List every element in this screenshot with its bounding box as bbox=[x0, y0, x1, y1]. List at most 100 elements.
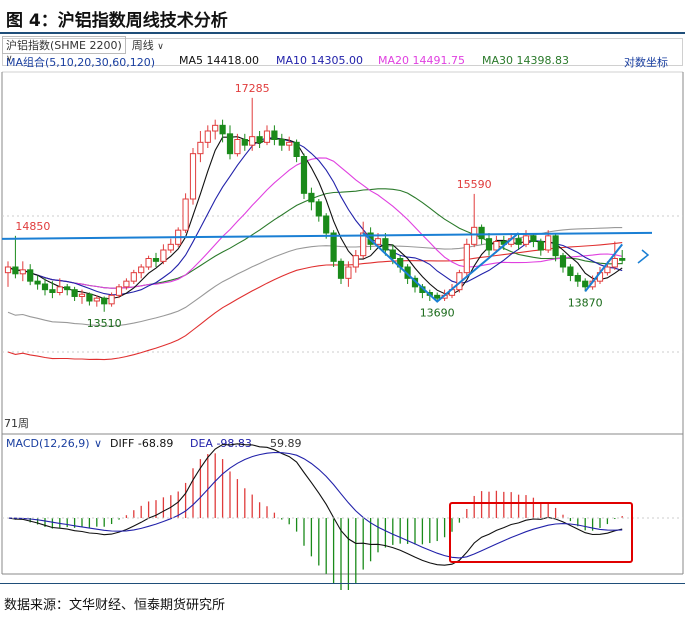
candle-body bbox=[323, 215, 330, 234]
candle-body bbox=[559, 255, 567, 268]
candle-body bbox=[315, 201, 322, 217]
ma30-value: MA30 14398.83 bbox=[482, 54, 569, 67]
candle-body bbox=[167, 243, 174, 251]
instrument-selector[interactable]: 沪铝指数(SHME 2200) bbox=[2, 36, 126, 54]
candle-body bbox=[530, 235, 537, 242]
candle-body bbox=[226, 133, 234, 155]
candle-body bbox=[78, 293, 86, 297]
candle-body bbox=[115, 286, 123, 296]
candle-body bbox=[567, 266, 574, 276]
candle-body bbox=[263, 130, 271, 143]
candle-body bbox=[574, 275, 581, 282]
macd-diff-line bbox=[7, 443, 623, 566]
macd-dea-line bbox=[7, 451, 623, 559]
source-rule bbox=[0, 583, 685, 584]
w-trend-line bbox=[584, 243, 623, 292]
ma5-line bbox=[7, 136, 623, 300]
candle-body bbox=[152, 258, 160, 262]
candle-body bbox=[619, 258, 626, 261]
indicator-group-label: MA组合(5,10,20,30,60,120) bbox=[6, 56, 156, 69]
chevron-down-icon: ∨ bbox=[6, 54, 13, 64]
macd-chevron-down-icon[interactable]: ∨ bbox=[94, 437, 102, 450]
chart-toolbar bbox=[2, 38, 683, 66]
figure-title: 图 4：沪铝指数周线技术分析 bbox=[6, 11, 228, 31]
bottom-axis-label: 71周 bbox=[4, 417, 29, 430]
candle-body bbox=[300, 156, 308, 194]
ma10-line bbox=[7, 137, 623, 296]
chart-canvas: 17285 15590 14850 13510 13690 13870 71周 MACD(… bbox=[1, 71, 684, 590]
v-trend-line bbox=[362, 232, 520, 303]
candle-body bbox=[145, 258, 152, 268]
candle-body bbox=[522, 235, 530, 245]
period-selector[interactable]: 周线 ∨ bbox=[132, 37, 164, 53]
candle-body bbox=[123, 280, 130, 288]
candle-body bbox=[485, 238, 493, 251]
candlesticks bbox=[4, 97, 626, 312]
candle-body bbox=[234, 139, 241, 155]
resistance-line bbox=[1, 231, 653, 240]
candle-body bbox=[4, 266, 12, 274]
candle-body bbox=[337, 260, 345, 279]
candle-body bbox=[434, 294, 441, 299]
candle-body bbox=[249, 136, 256, 146]
macd-header: MACD(12,26,9) ∨ DIFF -68.89 DEA -98.83 5… bbox=[6, 437, 302, 450]
macd-dea: DEA -98.83 bbox=[190, 437, 252, 450]
price-annotation: 14850 bbox=[15, 220, 50, 233]
candle-body bbox=[219, 124, 226, 135]
candle-body bbox=[56, 286, 63, 294]
period-label: 周线 bbox=[131, 39, 154, 52]
macd-panel bbox=[2, 443, 683, 590]
candle-body bbox=[374, 238, 382, 245]
candle-body bbox=[86, 293, 93, 302]
candle-body bbox=[12, 266, 19, 275]
macd-diff: DIFF -68.89 bbox=[110, 437, 173, 450]
candle-body bbox=[197, 141, 204, 155]
candle-body bbox=[478, 226, 485, 240]
highlight-box bbox=[449, 502, 633, 563]
macd-hist-value: 59.89 bbox=[270, 437, 302, 450]
candle-body bbox=[611, 258, 618, 268]
candle-body bbox=[545, 235, 552, 251]
candle-body bbox=[552, 235, 559, 257]
ma60-line bbox=[7, 227, 623, 327]
candle-body bbox=[241, 139, 248, 146]
candle-body bbox=[189, 153, 197, 200]
candle-body bbox=[108, 294, 115, 305]
candle-body bbox=[34, 280, 41, 285]
trend-arrow-icon bbox=[637, 249, 650, 264]
ma20-value: MA20 14491.75 bbox=[378, 54, 465, 67]
candle-body bbox=[204, 130, 211, 143]
price-annotations: 17285 15590 14850 13510 13690 13870 bbox=[15, 82, 602, 330]
ma5-value: MA5 14418.00 bbox=[179, 54, 259, 67]
instrument-label: 沪铝指数(SHME 2200) bbox=[6, 39, 122, 52]
candle-body bbox=[41, 283, 49, 291]
candle-body bbox=[27, 269, 34, 282]
candle-body bbox=[537, 241, 544, 251]
candle-body bbox=[101, 297, 108, 305]
candle-body bbox=[64, 286, 71, 291]
price-annotation: 13510 bbox=[87, 317, 122, 330]
candle-body bbox=[382, 238, 389, 251]
candle-body bbox=[93, 297, 100, 302]
candle-body bbox=[49, 289, 56, 293]
candle-body bbox=[471, 226, 478, 245]
chevron-down-icon: ∨ bbox=[157, 42, 164, 52]
candle-body bbox=[330, 232, 337, 262]
price-annotation: 17285 bbox=[235, 82, 270, 95]
candle-body bbox=[604, 266, 611, 274]
candle-body bbox=[130, 272, 137, 282]
candle-body bbox=[389, 249, 396, 259]
price-annotation: 13870 bbox=[568, 296, 603, 309]
ma10-value: MA10 14305.00 bbox=[276, 54, 363, 67]
log-scale-toggle[interactable]: 对数坐标 bbox=[624, 56, 668, 69]
instrument-row: 沪铝指数(SHME 2200) 周线 ∨ bbox=[2, 36, 164, 54]
source-note: 数据来源：文华财经、恒泰期货研究所 bbox=[4, 598, 226, 613]
price-annotation: 15590 bbox=[457, 178, 492, 191]
trend-lines bbox=[1, 231, 653, 303]
candle-body bbox=[212, 124, 219, 132]
candle-body bbox=[271, 130, 278, 140]
candle-body bbox=[582, 280, 589, 288]
candle-body bbox=[463, 243, 470, 274]
candle-body bbox=[278, 139, 285, 146]
price-annotation: 13690 bbox=[420, 307, 455, 320]
